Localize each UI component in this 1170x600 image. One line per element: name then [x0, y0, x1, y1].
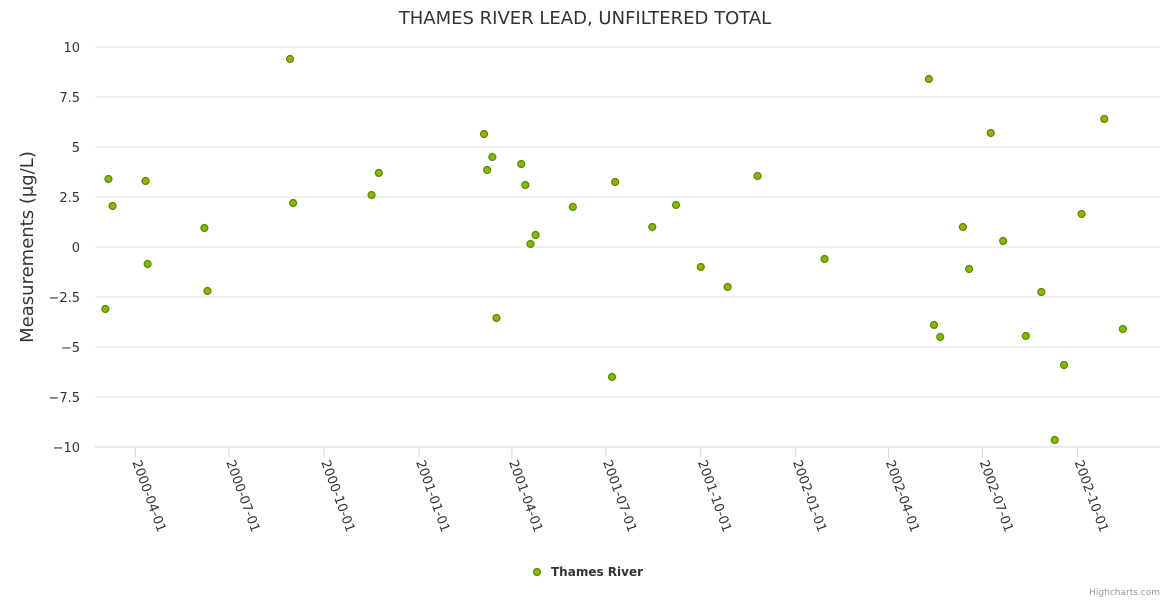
- data-point[interactable]: [607, 372, 617, 382]
- data-point[interactable]: [936, 332, 945, 342]
- data-point[interactable]: [1100, 114, 1109, 124]
- data-point[interactable]: [143, 259, 152, 269]
- data-point[interactable]: [531, 230, 540, 240]
- grid-lines: [95, 46, 1160, 448]
- x-tick-label: 2001-07-01: [599, 458, 639, 534]
- y-tick-label: 10: [63, 41, 80, 56]
- x-axis: 2000-04-01 2000-07-01 2000-10-01 2001-01-01…: [95, 446, 1160, 534]
- legend-label-thames-river: Thames River: [551, 565, 643, 579]
- y-tick-label: −10: [53, 441, 80, 456]
- data-point[interactable]: [924, 74, 933, 84]
- data-point[interactable]: [999, 236, 1008, 246]
- data-point[interactable]: [1059, 360, 1069, 370]
- data-point[interactable]: [611, 177, 620, 187]
- data-point[interactable]: [203, 286, 212, 296]
- data-point[interactable]: [568, 202, 577, 212]
- y-tick-label: 7.5: [59, 91, 80, 106]
- data-point[interactable]: [1021, 331, 1030, 341]
- data-point[interactable]: [289, 198, 298, 208]
- y-tick-label: −7.5: [48, 391, 80, 406]
- data-point[interactable]: [1077, 209, 1086, 219]
- data-point[interactable]: [648, 222, 657, 232]
- data-point[interactable]: [285, 54, 295, 64]
- data-point[interactable]: [521, 180, 530, 190]
- data-point[interactable]: [517, 159, 526, 169]
- data-point[interactable]: [958, 222, 967, 232]
- credits-link[interactable]: Highcharts.com: [1089, 588, 1160, 598]
- y-tick-label: 0: [72, 241, 80, 256]
- data-point[interactable]: [104, 174, 113, 184]
- data-point[interactable]: [1037, 287, 1046, 297]
- data-point[interactable]: [483, 165, 492, 175]
- x-tick-label: 2002-04-01: [882, 458, 922, 534]
- y-tick-label: 5: [72, 141, 80, 156]
- data-point[interactable]: [526, 239, 535, 249]
- x-tick-label: 2002-10-01: [1071, 458, 1111, 534]
- data-point[interactable]: [367, 190, 376, 200]
- x-tick-label: 2001-01-01: [412, 458, 452, 534]
- y-tick-label: −5: [61, 341, 80, 356]
- data-point[interactable]: [723, 282, 732, 292]
- data-point[interactable]: [696, 262, 705, 272]
- data-point[interactable]: [200, 223, 209, 233]
- chart-title: THAMES RIVER LEAD, UNFILTERED TOTAL: [398, 8, 771, 29]
- data-point[interactable]: [671, 200, 681, 210]
- data-point[interactable]: [374, 168, 383, 178]
- y-tick-label: −2.5: [48, 291, 80, 306]
- data-point[interactable]: [101, 304, 110, 314]
- data-points: [101, 54, 1127, 445]
- legend-marker-thames-river: [532, 567, 542, 577]
- data-point[interactable]: [1118, 324, 1127, 334]
- y-axis-tick-labels: −10 −7.5 −5 −2.5 0 2.5 5 7.5 10: [48, 41, 80, 456]
- data-point[interactable]: [964, 264, 974, 274]
- data-point[interactable]: [492, 313, 501, 323]
- x-tick-label: 2002-01-01: [789, 458, 829, 534]
- legend[interactable]: Thames River: [532, 565, 644, 579]
- data-point[interactable]: [929, 320, 939, 330]
- x-tick-label: 2001-04-01: [505, 458, 545, 534]
- x-tick-label: 2002-07-01: [976, 458, 1016, 534]
- data-point[interactable]: [488, 152, 497, 162]
- data-point[interactable]: [986, 128, 995, 138]
- data-point[interactable]: [108, 201, 117, 211]
- data-point[interactable]: [479, 129, 489, 139]
- y-axis-label: Measurements (μg/L): [17, 151, 38, 343]
- data-point[interactable]: [1050, 435, 1059, 445]
- x-tick-label: 2000-04-01: [128, 458, 168, 534]
- x-tick-label: 2000-10-01: [317, 458, 357, 534]
- x-tick-label: 2000-07-01: [222, 458, 262, 534]
- y-tick-label: 2.5: [59, 191, 80, 206]
- x-tick-label: 2001-10-01: [694, 458, 734, 534]
- data-point[interactable]: [820, 254, 829, 264]
- data-point[interactable]: [753, 171, 762, 181]
- data-point[interactable]: [141, 176, 150, 186]
